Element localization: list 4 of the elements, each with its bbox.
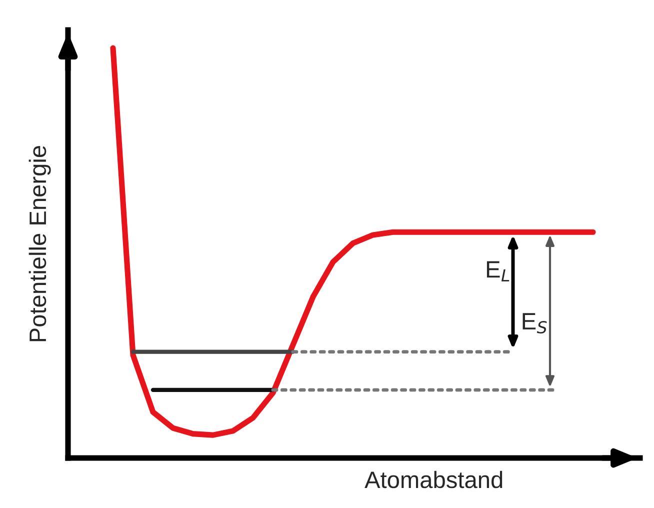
annotation: E$_{S}$ [522, 313, 547, 334]
y-axis-title: Potentielle Energie [28, 146, 51, 342]
x-axis-title: Atomabstand [364, 470, 502, 488]
annotation: E$_{L}$ [486, 261, 510, 282]
